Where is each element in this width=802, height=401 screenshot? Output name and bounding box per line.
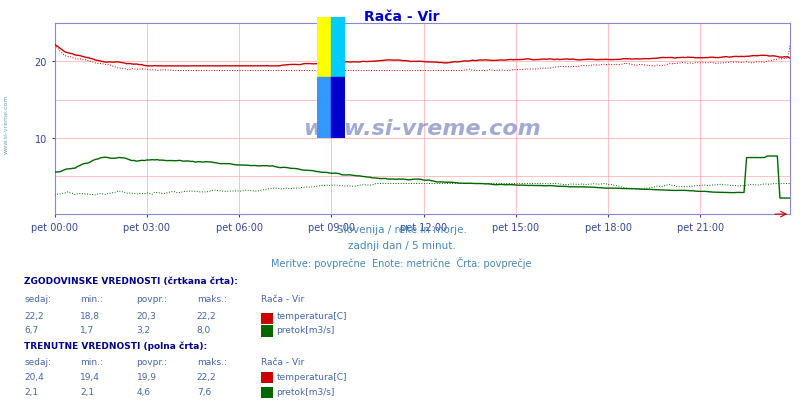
Text: Rača - Vir: Rača - Vir bbox=[261, 357, 304, 366]
Text: maks.:: maks.: bbox=[196, 357, 226, 366]
Text: 3,2: 3,2 bbox=[136, 326, 151, 334]
Text: 22,2: 22,2 bbox=[196, 311, 216, 320]
Text: sedaj:: sedaj: bbox=[24, 357, 51, 366]
Bar bbox=[331, 78, 345, 138]
Text: 1,7: 1,7 bbox=[80, 326, 95, 334]
Text: 4,6: 4,6 bbox=[136, 387, 151, 396]
Text: Rača - Vir: Rača - Vir bbox=[261, 295, 304, 304]
Text: sedaj:: sedaj: bbox=[24, 295, 51, 304]
Bar bbox=[317, 78, 331, 138]
Text: pretok[m3/s]: pretok[m3/s] bbox=[276, 387, 334, 396]
Text: 8,0: 8,0 bbox=[196, 326, 211, 334]
Text: 19,4: 19,4 bbox=[80, 372, 100, 381]
Text: www.si-vreme.com: www.si-vreme.com bbox=[303, 119, 541, 139]
Text: 18,8: 18,8 bbox=[80, 311, 100, 320]
Text: TRENUTNE VREDNOSTI (polna črta):: TRENUTNE VREDNOSTI (polna črta): bbox=[24, 341, 207, 350]
Text: pretok[m3/s]: pretok[m3/s] bbox=[276, 326, 334, 334]
Text: min.:: min.: bbox=[80, 357, 103, 366]
Text: temperatura[C]: temperatura[C] bbox=[276, 311, 346, 320]
Bar bbox=[317, 18, 331, 78]
Text: 6,7: 6,7 bbox=[24, 326, 38, 334]
Text: povpr.:: povpr.: bbox=[136, 295, 168, 304]
Text: 2,1: 2,1 bbox=[80, 387, 95, 396]
Text: zadnji dan / 5 minut.: zadnji dan / 5 minut. bbox=[347, 241, 455, 251]
Text: 22,2: 22,2 bbox=[24, 311, 43, 320]
Text: povpr.:: povpr.: bbox=[136, 357, 168, 366]
Text: maks.:: maks.: bbox=[196, 295, 226, 304]
Bar bbox=[331, 18, 345, 78]
Text: min.:: min.: bbox=[80, 295, 103, 304]
Text: 20,4: 20,4 bbox=[24, 372, 44, 381]
Text: Rača - Vir: Rača - Vir bbox=[363, 10, 439, 24]
Text: 2,1: 2,1 bbox=[24, 387, 38, 396]
Text: Meritve: povprečne  Enote: metrične  Črta: povprečje: Meritve: povprečne Enote: metrične Črta:… bbox=[271, 257, 531, 269]
Text: temperatura[C]: temperatura[C] bbox=[276, 372, 346, 381]
Text: Slovenija / reke in morje.: Slovenija / reke in morje. bbox=[336, 225, 466, 235]
Text: www.si-vreme.com: www.si-vreme.com bbox=[4, 95, 9, 154]
Text: 19,9: 19,9 bbox=[136, 372, 156, 381]
Text: 7,6: 7,6 bbox=[196, 387, 211, 396]
Text: 20,3: 20,3 bbox=[136, 311, 156, 320]
Text: 22,2: 22,2 bbox=[196, 372, 216, 381]
Text: ZGODOVINSKE VREDNOSTI (črtkana črta):: ZGODOVINSKE VREDNOSTI (črtkana črta): bbox=[24, 277, 237, 286]
